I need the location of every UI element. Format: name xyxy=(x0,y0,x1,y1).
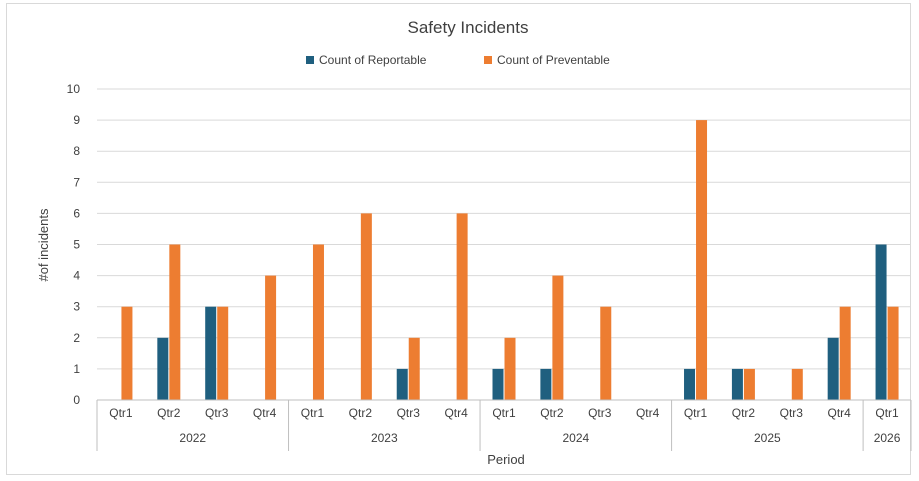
bar-reportable xyxy=(827,337,839,400)
x-axis: Qtr1 Qtr2 Qtr3 Qtr4 Qtr1 Qtr2 Qtr3 Qtr4 Qtr1 Qtr2… xyxy=(96,399,912,451)
x-tick-label: Qtr1 xyxy=(684,406,708,420)
y-tick-label: 0 xyxy=(73,393,80,407)
x-tick-label: Qtr3 xyxy=(588,406,612,420)
x-group-label: 2025 xyxy=(754,431,781,445)
bar-preventable xyxy=(408,337,420,400)
bar-preventable xyxy=(600,306,612,400)
x-group-label: 2023 xyxy=(371,431,398,445)
bar-preventable xyxy=(696,120,708,400)
legend: Count of Reportable Count of Preventable xyxy=(306,53,610,67)
bar-preventable xyxy=(265,275,277,400)
x-group-label: 2026 xyxy=(874,431,901,445)
x-tick-label: Qtr2 xyxy=(349,406,373,420)
x-tick-label: Qtr4 xyxy=(828,406,852,420)
bar-reportable xyxy=(396,368,408,400)
y-tick-label: 8 xyxy=(73,144,80,158)
bar-preventable xyxy=(504,337,516,400)
x-group-label: 2022 xyxy=(179,431,206,445)
legend-swatch xyxy=(484,56,492,64)
bar-preventable xyxy=(743,368,755,400)
y-tick-label: 7 xyxy=(73,175,80,189)
bar-preventable xyxy=(839,306,851,400)
bar-preventable xyxy=(169,244,181,400)
bar-preventable xyxy=(791,368,803,400)
x-tick-label: Qtr3 xyxy=(780,406,804,420)
x-tick-label: Qtr3 xyxy=(397,406,421,420)
y-tick-label: 9 xyxy=(73,113,80,127)
y-axis-title: #of incidents xyxy=(36,208,51,281)
x-tick-label: Qtr4 xyxy=(253,406,277,420)
chart-title: Safety Incidents xyxy=(408,18,529,37)
bar-preventable xyxy=(456,213,468,400)
bar-preventable xyxy=(887,306,899,400)
legend-label: Count of Reportable xyxy=(319,53,427,67)
x-tick-label: Qtr4 xyxy=(636,406,660,420)
x-tick-label: Qtr2 xyxy=(540,406,564,420)
legend-swatch xyxy=(306,56,314,64)
bar-reportable xyxy=(684,368,696,400)
bar-reportable xyxy=(492,368,504,400)
bar-preventable xyxy=(312,244,324,400)
bar-preventable xyxy=(121,306,133,400)
bar-reportable xyxy=(875,244,887,400)
x-axis-title: Period xyxy=(487,452,525,467)
y-tick-label: 4 xyxy=(73,269,80,283)
x-tick-label: Qtr4 xyxy=(444,406,468,420)
bar-reportable xyxy=(731,368,743,400)
y-tick-label: 6 xyxy=(73,206,80,220)
bars xyxy=(121,120,899,400)
x-tick-label: Qtr1 xyxy=(301,406,325,420)
x-tick-label: Qtr2 xyxy=(732,406,756,420)
y-tick-label: 3 xyxy=(73,300,80,314)
bar-reportable xyxy=(157,337,169,400)
bar-reportable xyxy=(205,306,217,400)
bar-reportable xyxy=(540,368,552,400)
y-axis-ticks: 0 1 2 3 4 5 6 7 8 9 10 xyxy=(67,82,81,407)
legend-label: Count of Preventable xyxy=(497,53,610,67)
x-tick-label: Qtr2 xyxy=(157,406,181,420)
y-tick-label: 1 xyxy=(73,362,80,376)
x-tick-label: Qtr3 xyxy=(205,406,229,420)
bar-preventable xyxy=(552,275,564,400)
y-tick-label: 10 xyxy=(67,82,81,96)
x-tick-label: Qtr1 xyxy=(875,406,899,420)
x-tick-label: Qtr1 xyxy=(109,406,133,420)
bar-preventable xyxy=(217,306,229,400)
bar-preventable xyxy=(360,213,372,400)
y-tick-label: 2 xyxy=(73,331,80,345)
x-group-label: 2024 xyxy=(562,431,589,445)
y-tick-label: 5 xyxy=(73,238,80,252)
x-tick-label: Qtr1 xyxy=(492,406,516,420)
